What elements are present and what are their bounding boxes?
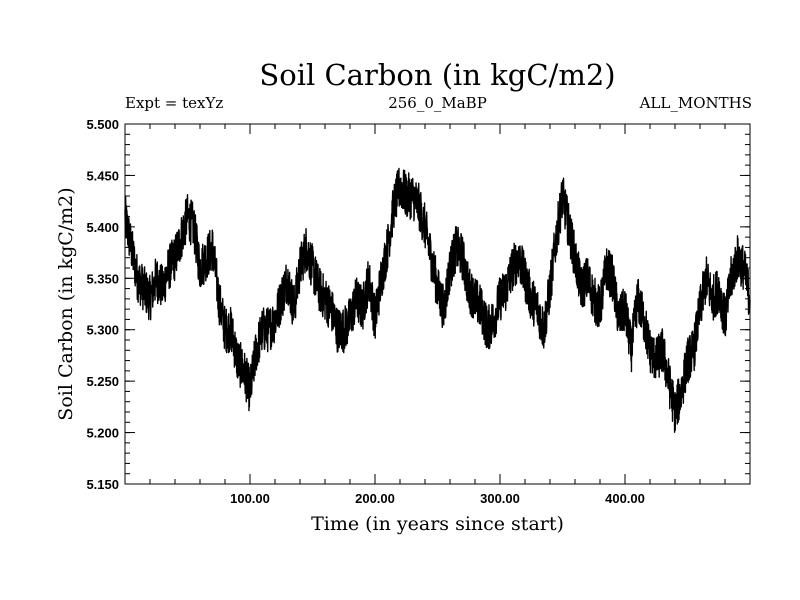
- ticks-layer: 5.150 5.200 5.250 5.300 5.350 5.400 5.450 5.500…: [86, 117, 751, 506]
- y-tick-label: 5.450: [86, 168, 119, 183]
- y-tick-label: 5.300: [86, 323, 119, 338]
- x-tick-label: 400.00: [605, 491, 645, 506]
- x-tick-label: 300.00: [480, 491, 520, 506]
- period-label: 256_0_MaBP: [388, 94, 487, 112]
- series-layer: [124, 167, 751, 433]
- series-line: [124, 167, 751, 433]
- x-tick-label: 200.00: [355, 491, 395, 506]
- y-tick-label: 5.400: [86, 220, 119, 235]
- y-tick-label: 5.250: [86, 374, 119, 389]
- x-axis-label: Time (in years since start): [311, 513, 564, 535]
- y-tick-label: 5.350: [86, 271, 119, 286]
- plot-frame: [124, 123, 751, 485]
- y-tick-label: 5.150: [86, 477, 119, 492]
- months-label: ALL_MONTHS: [639, 94, 752, 112]
- y-tick-label: 5.500: [86, 117, 119, 132]
- y-axis-label: Soil Carbon (in kgC/m2): [55, 187, 77, 421]
- chart-title: Soil Carbon (in kgC/m2): [259, 58, 616, 92]
- x-tick-label: 100.00: [230, 491, 270, 506]
- experiment-label: Expt = texYz: [125, 94, 224, 112]
- y-tick-label: 5.200: [86, 426, 119, 441]
